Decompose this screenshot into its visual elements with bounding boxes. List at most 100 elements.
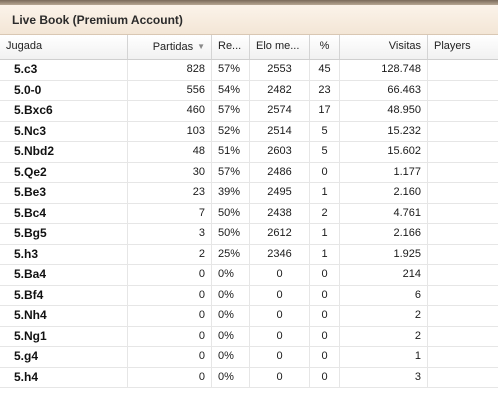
- column-header-result[interactable]: Re...: [212, 35, 250, 59]
- visits-cell: 2: [340, 326, 428, 346]
- percent-cell: 0: [310, 326, 340, 346]
- percent-cell: 0: [310, 285, 340, 305]
- percent-cell: 23: [310, 80, 340, 100]
- move-cell: 5.c3: [0, 60, 128, 80]
- percent-cell: 2: [310, 203, 340, 223]
- percent-cell: 45: [310, 60, 340, 80]
- table-row[interactable]: 5.Qe2 30 57% 2486 0 1.177: [0, 162, 498, 183]
- players-cell: [428, 142, 498, 162]
- visits-cell: 1.925: [340, 244, 428, 264]
- visits-cell: 214: [340, 265, 428, 285]
- table-row[interactable]: 5.g4 0 0% 0 0 1: [0, 347, 498, 368]
- table-row[interactable]: 5.Nbd2 48 51% 2603 5 15.602: [0, 142, 498, 163]
- percent-cell: 0: [310, 265, 340, 285]
- table-row[interactable]: 5.h3 2 25% 2346 1 1.925: [0, 244, 498, 265]
- column-header-visits-label: Visitas: [388, 40, 421, 52]
- percent-cell: 1: [310, 183, 340, 203]
- players-cell: [428, 347, 498, 367]
- result-cell: 57%: [212, 162, 250, 182]
- move-cell: 5.Be3: [0, 183, 128, 203]
- table-row[interactable]: 5.c3 828 57% 2553 45 128.748: [0, 60, 498, 81]
- move-cell: 5.Bxc6: [0, 101, 128, 121]
- move-cell: 5.Nc3: [0, 121, 128, 141]
- players-cell: [428, 224, 498, 244]
- table-row[interactable]: 5.h4 0 0% 0 0 3: [0, 367, 498, 388]
- visits-cell: 128.748: [340, 60, 428, 80]
- table-header: Jugada Partidas ▼ Re... Elo me... % Visit…: [0, 35, 498, 60]
- players-cell: [428, 81, 498, 101]
- result-cell: 0%: [212, 285, 250, 305]
- column-header-visits[interactable]: Visitas: [340, 35, 428, 59]
- result-cell: 50%: [212, 203, 250, 223]
- column-header-elo-label: Elo me...: [256, 40, 300, 52]
- table-row[interactable]: 5.Nc3 103 52% 2514 5 15.232: [0, 121, 498, 142]
- games-cell: 828: [128, 60, 212, 80]
- elo-cell: 2346: [250, 244, 310, 264]
- result-cell: 0%: [212, 265, 250, 285]
- elo-cell: 2612: [250, 224, 310, 244]
- percent-cell: 1: [310, 244, 340, 264]
- percent-cell: 5: [310, 121, 340, 141]
- players-cell: [428, 183, 498, 203]
- percent-cell: 17: [310, 101, 340, 121]
- elo-cell: 0: [250, 367, 310, 387]
- move-cell: 5.Nh4: [0, 306, 128, 326]
- result-cell: 0%: [212, 367, 250, 387]
- elo-cell: 2495: [250, 183, 310, 203]
- column-header-move[interactable]: Jugada: [0, 35, 128, 59]
- visits-cell: 66.463: [340, 80, 428, 100]
- players-cell: [428, 306, 498, 326]
- table-row[interactable]: 5.Be3 23 39% 2495 1 2.160: [0, 183, 498, 204]
- visits-cell: 2: [340, 306, 428, 326]
- games-cell: 556: [128, 80, 212, 100]
- games-cell: 7: [128, 203, 212, 223]
- move-cell: 5.Bf4: [0, 285, 128, 305]
- games-cell: 48: [128, 142, 212, 162]
- table-row[interactable]: 5.Ba4 0 0% 0 0 214: [0, 265, 498, 286]
- result-cell: 50%: [212, 224, 250, 244]
- games-cell: 2: [128, 244, 212, 264]
- elo-cell: 2438: [250, 203, 310, 223]
- table-row[interactable]: 5.Ng1 0 0% 0 0 2: [0, 326, 498, 347]
- games-cell: 0: [128, 347, 212, 367]
- move-cell: 5.Bc4: [0, 203, 128, 223]
- column-header-percent[interactable]: %: [310, 35, 340, 59]
- players-cell: [428, 245, 498, 265]
- games-cell: 0: [128, 367, 212, 387]
- players-cell: [428, 204, 498, 224]
- visits-cell: 6: [340, 285, 428, 305]
- window-top-strip: [0, 0, 498, 5]
- games-cell: 3: [128, 224, 212, 244]
- move-cell: 5.h4: [0, 367, 128, 387]
- move-cell: 5.g4: [0, 347, 128, 367]
- games-cell: 0: [128, 265, 212, 285]
- elo-cell: 2482: [250, 80, 310, 100]
- panel-title: Live Book (Premium Account): [12, 13, 183, 27]
- players-cell: [428, 101, 498, 121]
- column-header-games[interactable]: Partidas ▼: [128, 35, 212, 59]
- column-header-elo[interactable]: Elo me...: [250, 35, 310, 59]
- result-cell: 25%: [212, 244, 250, 264]
- table-row[interactable]: 5.Bc4 7 50% 2438 2 4.761: [0, 203, 498, 224]
- column-header-players[interactable]: Players: [428, 35, 498, 59]
- table-body: 5.c3 828 57% 2553 45 128.748 5.0-0 556 54% 2482 23…: [0, 60, 498, 388]
- elo-cell: 0: [250, 265, 310, 285]
- table-row[interactable]: 5.Bg5 3 50% 2612 1 2.166: [0, 224, 498, 245]
- players-cell: [428, 265, 498, 285]
- live-book-table: Jugada Partidas ▼ Re... Elo me... % Visit…: [0, 35, 498, 388]
- visits-cell: 1: [340, 347, 428, 367]
- table-row[interactable]: 5.0-0 556 54% 2482 23 66.463: [0, 80, 498, 101]
- table-row[interactable]: 5.Nh4 0 0% 0 0 2: [0, 306, 498, 327]
- move-cell: 5.Bg5: [0, 224, 128, 244]
- result-cell: 0%: [212, 347, 250, 367]
- games-cell: 23: [128, 183, 212, 203]
- move-cell: 5.Qe2: [0, 162, 128, 182]
- table-row[interactable]: 5.Bxc6 460 57% 2574 17 48.950: [0, 101, 498, 122]
- elo-cell: 2486: [250, 162, 310, 182]
- table-row[interactable]: 5.Bf4 0 0% 0 0 6: [0, 285, 498, 306]
- result-cell: 0%: [212, 326, 250, 346]
- visits-cell: 48.950: [340, 101, 428, 121]
- players-cell: [428, 327, 498, 347]
- move-cell: 5.Ng1: [0, 326, 128, 346]
- percent-cell: 5: [310, 142, 340, 162]
